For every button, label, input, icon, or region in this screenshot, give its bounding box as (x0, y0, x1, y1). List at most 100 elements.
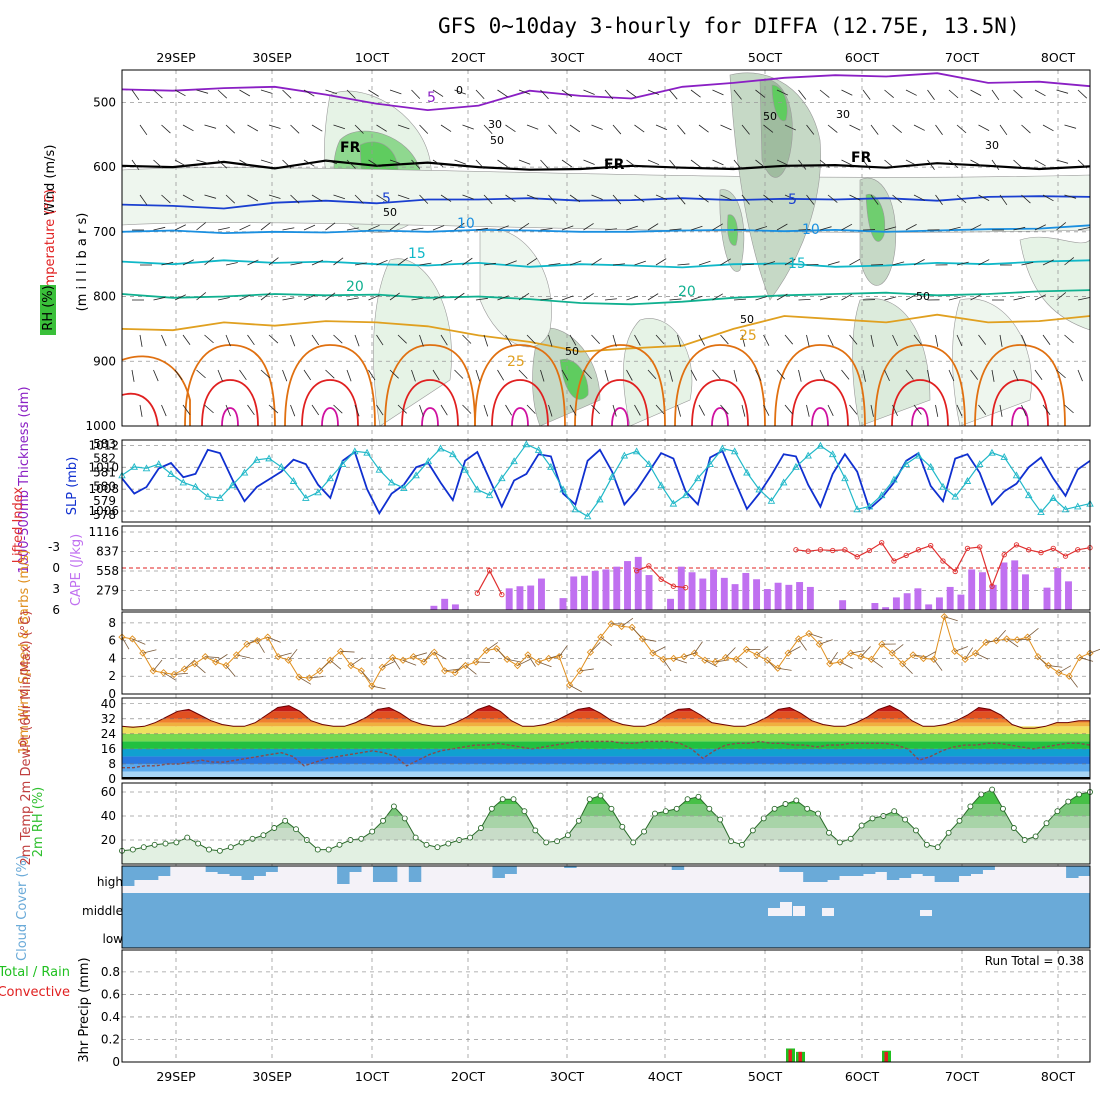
ua-var-wind: Wind (m/s) (43, 145, 58, 216)
ua-barb-2-17 (497, 159, 508, 168)
ua-barb-2-15 (454, 159, 466, 165)
ua-barb-8-8 (303, 369, 312, 381)
wind10m-point-61 (753, 651, 761, 659)
thickness-point-13 (277, 462, 286, 470)
ua-barb-5-10 (354, 262, 367, 266)
ua-barb-4-24 (647, 223, 659, 231)
rh-point-48 (641, 828, 648, 835)
ua-barb-8-27 (712, 369, 721, 380)
ua-barb-2-2 (174, 159, 186, 167)
wind10m-point-72 (867, 655, 876, 663)
ua-barb-8-23 (626, 369, 633, 381)
wind10m-barb-28 (413, 652, 428, 658)
wind10m-point-56 (701, 656, 709, 664)
ua-barb-7-17 (505, 334, 513, 346)
wind10m-point-69 (836, 658, 844, 666)
thick-tick-5: 578 (93, 508, 116, 522)
wind10m-barb-72 (871, 659, 883, 668)
rh-point-64 (815, 810, 822, 817)
ua-barb-6-38 (948, 296, 961, 301)
hottest-contour-4 (611, 407, 629, 427)
ua-barb-5-42 (1042, 259, 1054, 266)
wind10m-barb-53 (673, 658, 688, 664)
thickness-point-53 (767, 496, 776, 504)
ua-barb-1-0 (139, 124, 148, 136)
wind10m-barb-61 (756, 646, 769, 656)
rh-point-35 (499, 796, 506, 803)
ua-barb-2-25 (669, 159, 678, 170)
wind10m-point-6 (180, 665, 189, 673)
ua-barb-0-35 (884, 89, 894, 99)
ua-barb-9-0 (139, 404, 143, 417)
rh-point-81 (1000, 805, 1006, 812)
ua-barb-9-14 (440, 404, 448, 416)
thickness-point-40 (608, 472, 616, 480)
precip-tick-1: 0.6 (101, 987, 120, 1001)
ua-barb-2-16 (475, 159, 485, 170)
ua-barb-3-31 (806, 194, 815, 205)
wind10m-barb-1 (132, 638, 146, 645)
cloud-high-18 (337, 866, 350, 884)
rh-point-54 (706, 805, 713, 812)
ua-barb-0-5 (239, 89, 251, 97)
rh-point-86 (1054, 808, 1061, 815)
cape-bar-38 (527, 585, 535, 610)
ua-barb-1-25 (677, 124, 686, 135)
cloud-high-55 (779, 866, 792, 872)
ua-barb-8-33 (841, 369, 850, 380)
precip-var-total: Total / Rain (0, 965, 70, 980)
hottest-contour-0 (221, 407, 239, 427)
cloud-high-61 (850, 866, 864, 876)
ua-barb-6-12 (389, 292, 400, 301)
wind10m-point-85 (1003, 635, 1011, 643)
li-point-67 (940, 558, 946, 564)
wind10m-point-8 (201, 653, 209, 661)
ua-barb-4-7 (282, 227, 295, 231)
date-bottom-0: 29SEP (156, 1069, 196, 1084)
ua-barb-0-43 (1056, 89, 1069, 94)
rh-shade-15 (852, 298, 931, 427)
cloud-high-56 (791, 866, 804, 872)
rh-point-73 (913, 827, 919, 834)
panel-frame-wind (121, 611, 1091, 695)
thickness-point-66 (926, 462, 935, 470)
date-bottom-5: 4OCT (648, 1069, 683, 1084)
li-point-44 (658, 576, 664, 582)
ua-barb-7-23 (634, 334, 641, 346)
rh-point-79 (978, 791, 985, 798)
thickness-point-29 (473, 485, 482, 493)
temp-band-6 (122, 726, 1090, 734)
precip-tick-2: 0.4 (101, 1010, 120, 1024)
ua-barb-6-35 (884, 296, 897, 301)
wind10m-point-23 (357, 667, 366, 675)
ua-barb-7-26 (698, 334, 705, 346)
wind10m-barb-45 (590, 642, 601, 653)
wind10m-barb-56 (704, 659, 718, 668)
ua-barb-4-9 (325, 222, 336, 231)
rh-label-4: 50 (383, 206, 397, 219)
ua-barb-7-8 (311, 334, 320, 346)
cape-bar-56 (720, 577, 728, 610)
wind10m-barb-37 (507, 658, 521, 663)
li-point-31 (499, 591, 505, 598)
contour-line-20-5 (121, 289, 1091, 306)
cloud-mid-gap-2 (793, 906, 805, 916)
panel-frame-rh (121, 782, 1091, 865)
thickness-point-10 (240, 468, 249, 476)
ua-barb-4-42 (1034, 224, 1046, 231)
ua-barb-7-14 (440, 334, 448, 346)
ua-barb-2-0 (131, 159, 140, 171)
wind10m-barb-52 (662, 659, 672, 672)
ua-barb-9-21 (591, 404, 600, 415)
rh-point-5 (173, 839, 180, 846)
ua-barb-3-13 (419, 194, 429, 204)
ua-barb-6-41 (1013, 296, 1026, 301)
wind10m-point-21 (336, 647, 345, 655)
ua-barb-3-35 (892, 194, 902, 204)
rh-point-12 (249, 835, 256, 842)
rh-point-69 (869, 815, 876, 822)
ua-barb-6-13 (411, 297, 424, 301)
rh-point-3 (151, 841, 158, 848)
ua-barb-1-11 (376, 124, 387, 132)
ua-barb-2-44 (1077, 159, 1088, 169)
